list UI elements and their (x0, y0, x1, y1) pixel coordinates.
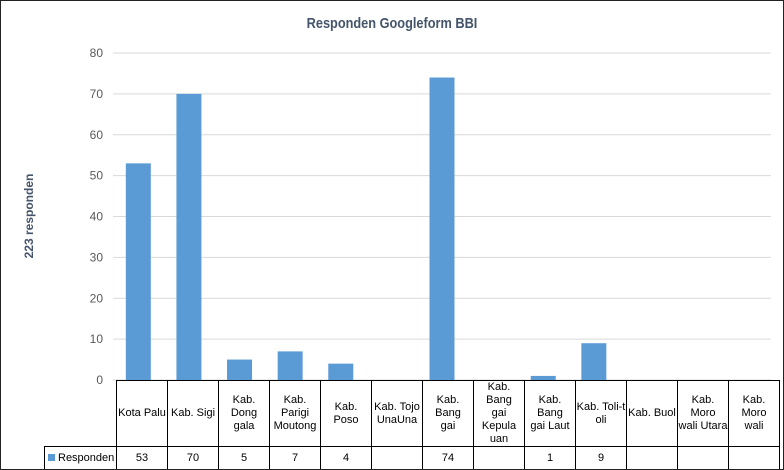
bar-3 (277, 351, 303, 380)
category-label: Kab. Sigi (167, 380, 219, 447)
category-label: Kab. Poso (320, 380, 372, 447)
category-label: Kab. Bang gai (422, 380, 474, 447)
data-value: 53 (116, 446, 168, 469)
legend-spacer (44, 380, 117, 447)
category-label: Kab. Bang gai Kepula uan (473, 380, 525, 447)
legend-entry: Responden (44, 446, 117, 469)
y-tick-label: 40 (90, 210, 104, 224)
y-tick-label: 80 (90, 46, 104, 60)
data-value: 7 (269, 446, 321, 469)
category-label: Kab. Bang gai Laut (524, 380, 576, 447)
data-table: Kota Palu Kab. Sigi Kab. Dong gala Kab. Par… (44, 380, 780, 469)
bar-0 (125, 163, 151, 380)
y-tick-label: 20 (90, 291, 104, 305)
y-tick-label: 10 (90, 332, 104, 346)
category-label: Kab. Moro wali Utara (677, 380, 729, 447)
data-value: 70 (167, 446, 219, 469)
data-value (626, 446, 678, 469)
y-tick-label: 60 (90, 128, 104, 142)
category-label: Kota Palu (116, 380, 168, 447)
y-tick-label: 30 (90, 250, 104, 264)
data-value: 1 (524, 446, 576, 469)
category-label: Kab. Parigi Moutong (269, 380, 321, 447)
category-label: Kab. Tojo UnaUna (371, 380, 423, 447)
category-label: Kab. Dong gala (218, 380, 270, 447)
category-label: Kab. Moro wali (728, 380, 780, 447)
legend-label: Responden (58, 452, 115, 464)
y-tick-label: 70 (90, 87, 104, 101)
y-tick-label: 50 (90, 169, 104, 183)
bar-9 (581, 343, 607, 380)
data-value (677, 446, 729, 469)
data-value (473, 446, 525, 469)
legend-key (48, 454, 55, 461)
data-value (728, 446, 780, 469)
bar-1 (176, 93, 202, 380)
category-label: Kab. Buol (626, 380, 678, 447)
bar-2 (227, 359, 253, 380)
bar-4 (328, 363, 354, 380)
data-value: 9 (575, 446, 627, 469)
category-label: Kab. Toli-t oli (575, 380, 627, 447)
data-value: 74 (422, 446, 474, 469)
data-value (371, 446, 423, 469)
y-tick-label: 0 (96, 373, 103, 387)
bar-6 (429, 77, 455, 381)
data-value: 4 (320, 446, 372, 469)
chart-title: Responden Googleform BBI (306, 15, 478, 32)
data-value: 5 (218, 446, 270, 469)
bar-8 (530, 375, 556, 380)
